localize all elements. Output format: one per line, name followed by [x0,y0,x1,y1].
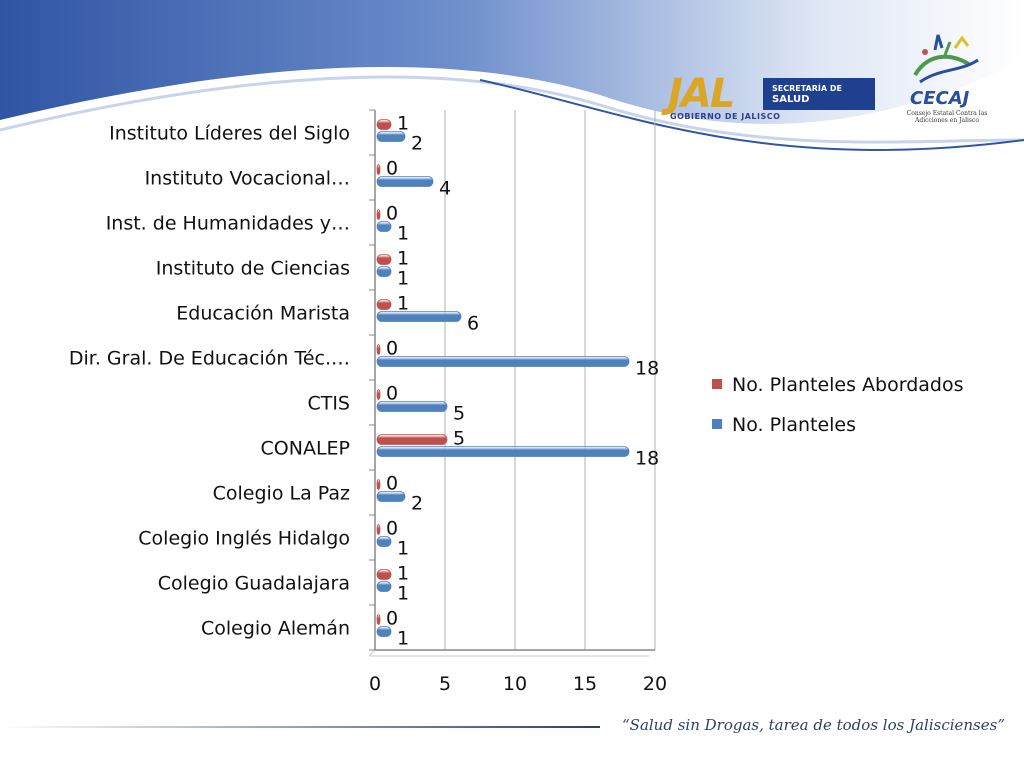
legend-label: No. Planteles Abordados [732,374,964,396]
bar-planteles-abordados [376,299,392,310]
jal-logo-subtitle: GOBIERNO DE JALISCO [670,112,781,121]
bar-planteles [376,581,392,592]
jalisco-logo: JAL GOBIERNO DE JALISCO SECRETARÍA DE SA… [668,74,878,126]
bar-planteles-abordados [376,254,392,265]
bar-planteles-abordados [376,344,381,355]
category-label: Colegio Alemán [201,618,350,640]
chart-legend: No. Planteles Abordados No. Planteles [712,374,964,436]
bar-planteles-abordados [376,434,448,445]
x-tick-label: 15 [573,673,597,695]
value-label-abordados: 0 [386,158,398,180]
bar-planteles [376,536,392,547]
cecaj-logo: CECAJ Consejo Estatal Contra las Adiccio… [900,30,990,130]
category-label: Colegio Guadalajara [158,573,350,595]
bar-planteles-abordados [376,524,381,535]
value-label-abordados: 0 [386,203,398,225]
bar-planteles-abordados [376,209,381,220]
value-label-abordados: 0 [386,608,398,630]
value-label-planteles: 1 [397,583,409,605]
jal-logo-word: JAL [668,71,735,117]
secretaria-salud-box [763,78,875,110]
category-label: CONALEP [261,438,350,460]
cecaj-subtitle: Consejo Estatal Contra las Adicciones en… [906,110,988,124]
category-label: Instituto Vocacional… [145,168,350,190]
cecaj-emblem-icon [913,34,979,84]
salud-label: SALUD [772,94,810,105]
bar-planteles [376,401,448,412]
bar-planteles-abordados [376,389,381,400]
legend-swatch [712,419,722,429]
bar-planteles [376,446,630,457]
value-label-planteles: 4 [439,178,451,200]
category-label: Colegio La Paz [213,483,350,505]
value-label-abordados: 1 [397,563,409,585]
bar-planteles [376,131,406,142]
category-label: Inst. de Humanidades y… [106,213,350,235]
value-label-abordados: 0 [386,518,398,540]
bar-planteles [376,221,392,232]
value-label-planteles: 1 [397,538,409,560]
bar-planteles-abordados [376,614,381,625]
x-tick-label: 0 [369,673,381,695]
value-label-abordados: 1 [397,113,409,135]
category-label: Dir. Gral. De Educación Téc.… [69,348,350,370]
category-label: Colegio Inglés Hidalgo [138,528,350,550]
value-label-planteles: 6 [467,313,479,335]
chart-bars [376,119,630,637]
value-label-abordados: 1 [397,293,409,315]
value-label-planteles: 18 [635,358,659,380]
legend-swatch [712,379,722,389]
bar-planteles [376,311,462,322]
footer-slogan: “Salud sin Drogas, tarea de todos los Ja… [622,716,1005,734]
bar-planteles [376,176,434,187]
bar-planteles [376,626,392,637]
category-label: Instituto Líderes del Siglo [109,123,350,145]
footer-divider [0,726,600,728]
bar-planteles-abordados [376,164,381,175]
floor-edge [368,649,376,657]
x-tick-label: 20 [643,673,667,695]
cecaj-word: CECAJ [910,88,970,109]
bar-planteles [376,356,630,367]
bar-planteles [376,266,392,277]
value-label-planteles: 1 [397,223,409,245]
value-label-planteles: 1 [397,628,409,650]
legend-label: No. Planteles [732,414,856,436]
value-label-planteles: 18 [635,448,659,470]
x-tick-label: 10 [503,673,527,695]
category-label: Educación Marista [176,303,350,325]
value-label-planteles: 5 [453,403,465,425]
x-tick-label: 5 [439,673,451,695]
value-label-abordados: 0 [386,338,398,360]
value-label-abordados: 5 [453,428,465,450]
bar-planteles-abordados [376,569,392,580]
bar-planteles [376,491,406,502]
chart-grid [368,109,656,657]
value-label-planteles: 2 [411,493,423,515]
value-label-abordados: 0 [386,383,398,405]
category-label: CTIS [307,393,350,415]
value-label-abordados: 1 [397,248,409,270]
value-label-planteles: 2 [411,133,423,155]
value-label-abordados: 0 [386,473,398,495]
bar-planteles-abordados [376,119,392,130]
secretaria-label: SECRETARÍA DE [772,84,842,93]
bar-planteles-abordados [376,479,381,490]
category-label: Instituto de Ciencias [156,258,350,280]
value-label-planteles: 1 [397,268,409,290]
